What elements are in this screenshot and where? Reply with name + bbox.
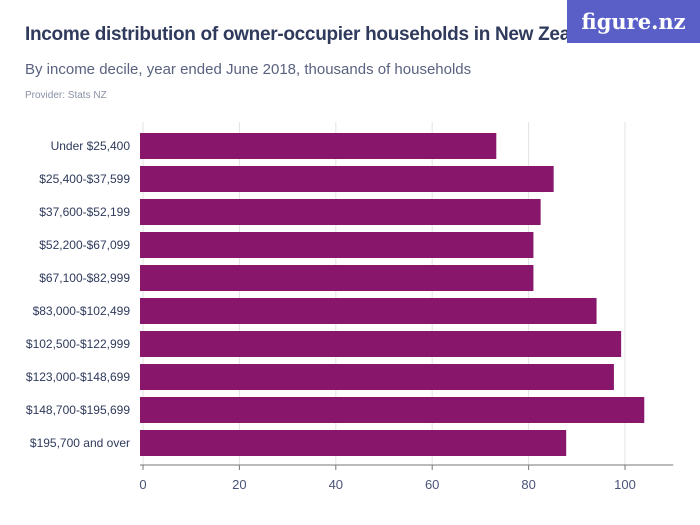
bar: [140, 430, 567, 456]
bar: [140, 265, 534, 291]
bar: [140, 331, 622, 357]
x-tick-label: 40: [329, 477, 343, 492]
bar: [140, 166, 554, 192]
category-label: $83,000-$102,499: [33, 304, 131, 318]
x-tick-label: 0: [139, 477, 146, 492]
category-label: $102,500-$122,999: [26, 337, 130, 351]
category-label: $37,600-$52,199: [39, 205, 130, 219]
category-label: $123,000-$148,699: [26, 370, 130, 384]
chart-subtitle: By income decile, year ended June 2018, …: [25, 61, 472, 78]
provider-label: Provider: Stats NZ: [25, 90, 107, 101]
bar: [140, 199, 541, 225]
category-label: $25,400-$37,599: [39, 172, 130, 186]
category-label: Under $25,400: [51, 139, 131, 153]
bar: [140, 133, 497, 159]
category-label: $195,700 and over: [30, 436, 130, 450]
figure-nz-logo[interactable]: figure.nz: [567, 0, 700, 43]
x-tick-label: 60: [425, 477, 439, 492]
x-tick-label: 80: [521, 477, 535, 492]
bar: [140, 232, 534, 258]
chart-title: Income distribution of owner-occupier ho…: [25, 24, 608, 45]
bar: [140, 298, 597, 324]
category-label: $52,200-$67,099: [39, 238, 130, 252]
category-label: $67,100-$82,999: [39, 271, 130, 285]
bar: [140, 364, 614, 390]
x-tick-label: 20: [232, 477, 246, 492]
x-tick-label: 100: [614, 477, 636, 492]
category-label: $148,700-$195,699: [26, 403, 130, 417]
bar: [140, 397, 645, 423]
